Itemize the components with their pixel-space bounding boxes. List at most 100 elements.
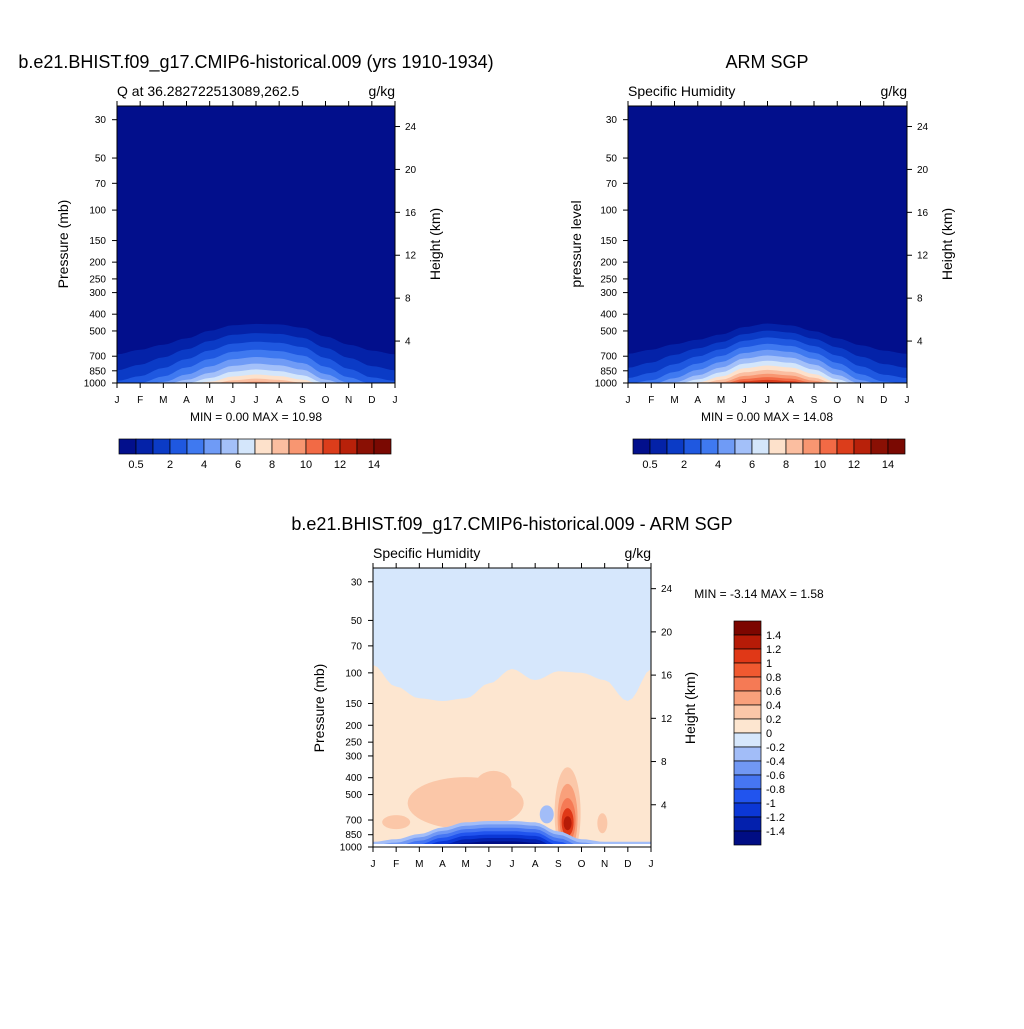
y-tick-label: 50 <box>351 616 363 627</box>
y-tick-label: 400 <box>89 310 106 321</box>
colorbar-label: 14 <box>368 459 380 471</box>
colorbar-label: 2 <box>681 459 687 471</box>
x-tick-label: J <box>742 395 747 406</box>
x-tick-label: N <box>857 395 864 406</box>
colorbar-box <box>339 438 358 455</box>
y-axis-label: Pressure (mb) <box>311 664 327 753</box>
colorbar-label: 6 <box>749 459 755 471</box>
colorbar-box <box>700 438 719 455</box>
y-right-tick-label: 24 <box>405 122 417 133</box>
colorbar-label: 0.5 <box>128 459 143 471</box>
y-tick-label: 850 <box>345 830 362 841</box>
y-tick-label: 1000 <box>84 379 107 390</box>
y-right-tick-label: 20 <box>405 165 417 176</box>
colorbar-box <box>288 438 307 455</box>
colorbar-box <box>733 830 762 846</box>
y-right-tick-label: 24 <box>917 122 929 133</box>
colorbar-label: 0.5 <box>642 459 657 471</box>
y-tick-label: 1000 <box>595 379 618 390</box>
panel-difference: b.e21.BHIST.f09_g17.CMIP6-historical.009… <box>291 514 824 870</box>
panel-left-string: Specific Humidity <box>373 545 480 561</box>
y-tick-label: 850 <box>89 366 106 377</box>
colorbar-box <box>683 438 702 455</box>
colorbar-label: 12 <box>334 459 346 471</box>
panel-units: g/kg <box>881 83 907 99</box>
colorbar-label: 14 <box>882 459 894 471</box>
colorbar-box <box>733 662 762 678</box>
axes: J F M A M J J A S O N D J 30 50 70 100 150 200 250 300 400 500… <box>595 101 929 406</box>
colorbar-label: 10 <box>814 459 826 471</box>
panel-obs: ARM SGP Specific Humidity g/kg J F M A M J J A S… <box>568 52 955 471</box>
colorbar-box <box>733 634 762 650</box>
x-tick-label: A <box>694 395 701 406</box>
colorbar-box <box>237 438 256 455</box>
axes: J F M A M J J A S O N D J 30 50 70 100 150 200 250 300 400 500… <box>84 101 417 406</box>
panel-title: b.e21.BHIST.f09_g17.CMIP6-historical.009… <box>291 514 732 535</box>
x-tick-label: N <box>345 395 352 406</box>
x-tick-label: F <box>648 395 654 406</box>
y-right-tick-label: 12 <box>661 714 673 725</box>
colorbar-box <box>271 438 290 455</box>
heatmap-plot <box>373 568 651 847</box>
y-right-tick-label: 20 <box>661 627 673 638</box>
y-right-tick-label: 4 <box>661 800 667 811</box>
y-tick-label: 200 <box>600 258 617 269</box>
x-tick-label: O <box>578 859 586 870</box>
y-tick-label: 70 <box>95 179 107 190</box>
colorbar-label: 0.6 <box>766 686 781 698</box>
colorbar-box <box>649 438 668 455</box>
panel-title: b.e21.BHIST.f09_g17.CMIP6-historical.009… <box>18 52 493 73</box>
y-axis-label: Pressure (mb) <box>55 200 71 289</box>
colorbar-box <box>373 438 392 455</box>
colorbar-box <box>203 438 222 455</box>
colorbar-label: 0.8 <box>766 672 781 684</box>
y-right-tick-label: 24 <box>661 584 673 595</box>
x-tick-label: M <box>717 395 725 406</box>
colorbar-box <box>733 774 762 790</box>
contour-band <box>628 379 907 383</box>
y-tick-label: 300 <box>345 751 362 762</box>
y-tick-label: 30 <box>351 577 363 588</box>
colorbar-box <box>733 788 762 804</box>
y-tick-label: 70 <box>606 179 618 190</box>
min-max-label: MIN = 0.00 MAX = 14.08 <box>701 410 833 424</box>
y-right-tick-label: 16 <box>661 671 673 682</box>
y-tick-label: 250 <box>345 738 362 749</box>
colorbar-box <box>734 438 753 455</box>
y-tick-label: 400 <box>345 773 362 784</box>
y-axis-right-label: Height (km) <box>939 208 955 280</box>
x-tick-label: S <box>811 395 818 406</box>
y-tick-label: 200 <box>345 721 362 732</box>
colorbar-label: 1.2 <box>766 644 781 656</box>
y-tick-label: 150 <box>600 236 617 247</box>
y-right-tick-label: 20 <box>917 165 929 176</box>
colorbar-label: -0.8 <box>766 784 785 796</box>
y-tick-label: 300 <box>600 288 617 299</box>
colorbar-box <box>305 438 324 455</box>
colorbar-label: -1 <box>766 798 776 810</box>
colorbar: 0.5 2 4 6 8 10 12 14 <box>632 438 906 471</box>
x-tick-label: J <box>626 395 631 406</box>
colorbar-label: 12 <box>848 459 860 471</box>
x-tick-label: J <box>765 395 770 406</box>
contour-band <box>117 381 395 383</box>
y-right-tick-label: 8 <box>661 757 667 768</box>
colorbar-box <box>220 438 239 455</box>
y-tick-label: 100 <box>600 206 617 217</box>
colorbar-box <box>666 438 685 455</box>
colorbar-label: 0.2 <box>766 714 781 726</box>
x-tick-label: A <box>276 395 283 406</box>
contour-band <box>117 378 395 383</box>
y-tick-label: 300 <box>89 288 106 299</box>
x-tick-label: F <box>137 395 143 406</box>
y-tick-label: 100 <box>345 668 362 679</box>
colorbar-box <box>733 816 762 832</box>
x-tick-label: F <box>393 859 399 870</box>
colorbar-box <box>733 676 762 692</box>
colorbar: 1.4 1.2 1 0.8 0.6 0.4 0.2 0 -0.2 -0.4 -0.6 -0.8 -1 -1… <box>733 620 785 846</box>
y-tick-label: 850 <box>600 366 617 377</box>
y-right-tick-label: 16 <box>917 208 929 219</box>
colorbar-box <box>632 438 651 455</box>
x-tick-label: S <box>299 395 306 406</box>
heatmap-plot <box>628 106 907 383</box>
